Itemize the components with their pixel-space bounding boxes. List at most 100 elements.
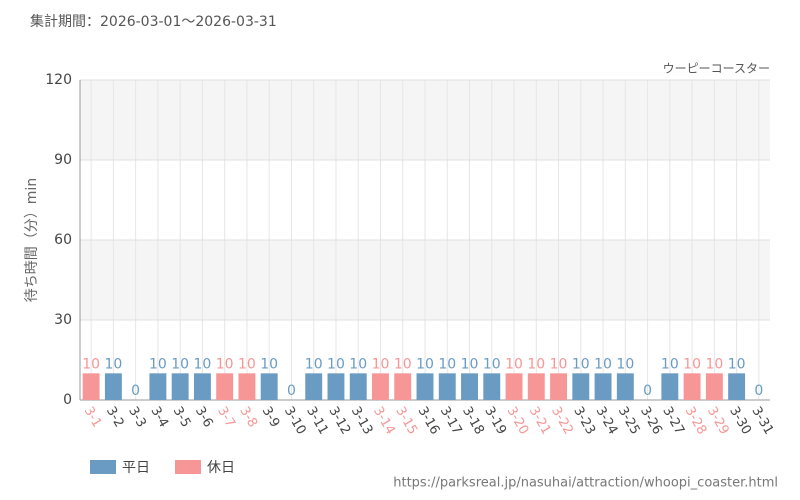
x-tick-label: 3-19 [481,404,509,437]
source-url: https://parksreal.jp/nasuhai/attraction/… [393,476,778,491]
x-tick-label: 3-31 [748,404,776,437]
data-label: 0 [131,383,140,399]
x-tick-label: 3-17 [437,404,465,437]
bar [572,373,590,400]
data-label: 10 [438,356,456,372]
bar [327,373,345,400]
bar [372,373,389,400]
data-label: 10 [104,356,122,372]
x-tick-label: 3-25 [615,404,643,437]
bar [305,373,323,400]
x-tick-label: 3-28 [682,404,710,437]
x-tick-label: 3-22 [548,404,576,437]
bar [149,373,167,400]
bar [438,373,456,400]
x-tick-label: 3-7 [214,404,238,430]
x-tick-label: 3-24 [593,404,621,437]
bar [394,373,412,400]
x-tick-label: 3-14 [370,404,398,437]
data-label: 10 [594,356,612,372]
bar [550,373,568,400]
bar [349,373,367,400]
bar [527,373,545,400]
data-label: 10 [683,356,701,372]
data-label: 10 [82,356,100,372]
data-label: 10 [572,356,590,372]
data-label: 10 [194,356,212,372]
data-label: 10 [728,356,746,372]
bar [216,373,234,400]
data-label: 10 [461,356,479,372]
legend-swatch [175,460,201,474]
data-label: 10 [527,356,545,372]
x-tick-label: 3-18 [459,404,487,437]
x-tick-label: 3-10 [281,404,309,437]
data-label: 10 [149,356,167,372]
bar [171,373,189,400]
x-tick-label: 3-29 [704,404,732,437]
x-tick-label: 3-26 [637,404,665,437]
data-label: 10 [260,356,278,372]
data-label: 10 [416,356,434,372]
y-tick-label: 90 [54,152,72,168]
bar [260,373,278,400]
legend-label: 平日 [122,460,150,476]
bar [193,373,211,400]
bar [616,373,634,400]
x-tick-label: 3-4 [147,404,171,430]
data-label: 10 [305,356,323,372]
data-label: 10 [661,356,679,372]
x-tick-label: 3-5 [170,404,194,430]
data-label: 10 [349,356,367,372]
x-tick-label: 3-30 [726,404,754,437]
x-tick-label: 3-13 [348,404,376,437]
x-tick-label: 3-16 [415,404,443,437]
data-label: 10 [238,356,256,372]
bar [594,373,612,400]
bar [683,373,701,400]
bar [104,373,122,400]
data-label: 10 [705,356,723,372]
bar [661,373,679,400]
x-tick-label: 3-1 [81,404,105,430]
x-tick-label: 3-8 [236,404,260,430]
data-label: 10 [216,356,234,372]
bar [483,373,501,400]
bar [416,373,434,400]
x-tick-label: 3-9 [259,404,283,430]
chart-subtitle: ウーピーコースター [663,62,770,76]
bar [461,373,478,400]
data-label: 10 [327,356,345,372]
data-label: 0 [754,383,763,399]
x-tick-label: 3-2 [103,404,127,430]
legend-label: 休日 [207,460,235,476]
x-tick-label: 3-23 [570,404,598,437]
x-tick-label: 3-15 [392,404,420,437]
data-label: 0 [643,383,652,399]
y-tick-label: 30 [54,312,72,328]
y-tick-label: 120 [45,72,72,88]
data-label: 10 [171,356,189,372]
bar [705,373,723,400]
data-label: 10 [483,356,501,372]
x-tick-label: 3-11 [303,404,331,437]
x-tick-label: 3-20 [504,404,532,437]
x-tick-label: 3-12 [325,404,353,437]
bar [728,373,746,400]
data-label: 10 [550,356,568,372]
x-tick-label: 3-21 [526,404,554,437]
data-label: 10 [616,356,634,372]
bar [82,373,100,400]
data-label: 0 [287,383,296,399]
bar [238,373,256,400]
x-tick-label: 3-3 [125,404,149,430]
legend-swatch [90,460,116,474]
data-label: 10 [505,356,523,372]
data-label: 10 [394,356,412,372]
y-tick-label: 60 [54,232,72,248]
x-tick-label: 3-6 [192,404,216,430]
bar [505,373,523,400]
y-axis-label: 待ち時間（分）min [24,178,40,302]
x-tick-label: 3-27 [659,404,687,437]
